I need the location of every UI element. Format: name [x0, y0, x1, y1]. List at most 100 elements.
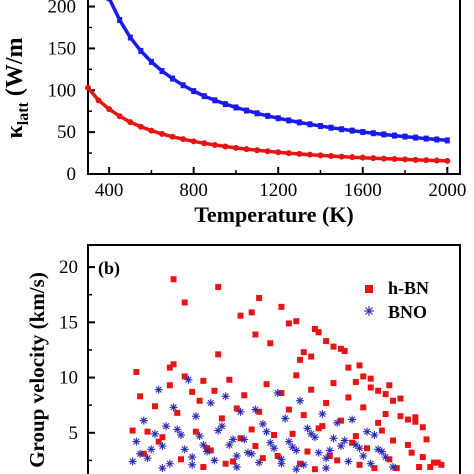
panel-b-point-h-bn: [375, 387, 382, 394]
panel-b-point-h-bn: [311, 466, 318, 473]
panel-a: 400 800 1200 1600 2000 0 50 100 150 200 Temperat…: [2, 0, 466, 227]
panel-a-series-red-marker: [95, 97, 102, 104]
panel-b-point-bno: [206, 398, 215, 407]
panel-b-point-bno: [266, 438, 275, 447]
panel-b-point-h-bn: [215, 283, 222, 290]
panel-a-series-red-marker: [285, 150, 292, 157]
panel-a-y-axis-label: κlatt (W/m: [2, 37, 32, 138]
panel-b-point-h-bn: [308, 353, 315, 360]
panel-b-point-bno: [180, 445, 189, 454]
legend-label-bno: BNO: [388, 302, 427, 322]
panel-a-series-red-marker: [275, 149, 282, 156]
panel-b-point-h-bn: [237, 435, 244, 442]
panel-b-point-bno: [303, 424, 312, 433]
panel-a-series-red-marker: [328, 153, 335, 159]
panel-b-point-h-bn: [412, 414, 419, 421]
panel-b-y-tick-label: 15: [59, 312, 78, 333]
panel-b-point-bno: [359, 451, 368, 460]
panel-b-point-bno: [177, 430, 185, 439]
panel-b-point-bno: [191, 412, 200, 421]
legend-label-h-bn: h-BN: [388, 278, 429, 298]
panel-b-point-h-bn: [278, 303, 285, 310]
panel-a-series-blue-marker: [191, 88, 197, 95]
panel-a-series-red-marker: [264, 148, 271, 155]
panel-b-point-h-bn: [404, 441, 411, 448]
panel-b-point-h-bn: [393, 465, 400, 472]
panel-b-point-h-bn: [356, 362, 363, 369]
panel-a-series-blue-marker: [370, 130, 376, 137]
panel-b-point-h-bn: [352, 378, 359, 385]
panel-b-point-bno: [139, 416, 148, 425]
panel-b-point-h-bn: [271, 431, 277, 438]
panel-b-point-bno: [158, 464, 167, 473]
panel-b-point-bno: [217, 422, 226, 431]
panel-b-point-bno: [136, 449, 145, 458]
panel-a-x-tick-label: 800: [179, 180, 208, 201]
panel-b-point-bno: [232, 463, 241, 472]
panel-b-point-h-bn: [241, 392, 248, 399]
panel-b-point-bno: [281, 414, 290, 423]
panel-b-point-bno: [147, 445, 156, 454]
panel-a-series-red-marker: [148, 127, 155, 134]
panel-b-point-h-bn: [430, 459, 437, 466]
panel-b-point-h-bn: [297, 460, 304, 467]
panel-b-point-h-bn: [337, 345, 344, 352]
panel-a-series-red-marker: [106, 106, 113, 113]
panel-a-series-red-marker: [137, 123, 144, 130]
panel-b-point-bno: [143, 454, 152, 463]
panel-b-point-bno: [154, 385, 163, 394]
panel-a-series-blue-marker: [391, 132, 397, 139]
panel-b-point-bno: [169, 403, 178, 412]
panel-b-point-bno: [270, 444, 278, 453]
panel-a-y-tick-label: 150: [48, 38, 77, 59]
panel-a-series-blue-marker: [244, 107, 250, 114]
panel-b-point-h-bn: [155, 438, 162, 445]
panel-b-point-bno: [221, 392, 230, 401]
panel-b-point-bno: [258, 419, 267, 428]
panel-b-point-h-bn: [375, 419, 382, 426]
panel-b-point-h-bn: [397, 413, 404, 420]
panel-b-point-bno: [340, 436, 349, 445]
panel-b-point-h-bn: [390, 437, 397, 444]
panel-b-point-bno: [336, 442, 345, 451]
panel-b-point-h-bn: [237, 312, 244, 319]
panel-b-point-h-bn: [144, 428, 151, 435]
panel-b-point-h-bn: [386, 382, 393, 389]
panel-b-point-h-bn: [137, 393, 144, 400]
panel-b-point-h-bn: [289, 430, 296, 437]
panel-a-y-ticks: 0 50 100 150 200: [48, 0, 95, 185]
panel-b-point-h-bn: [170, 276, 177, 283]
panel-a-x-tick-label: 1600: [344, 180, 382, 201]
panel-b-point-h-bn: [293, 318, 300, 325]
panel-a-series-blue-marker: [117, 16, 123, 23]
svg-text:κlatt (W/m: κlatt (W/m: [2, 37, 32, 138]
panel-a-series-red-marker: [423, 157, 430, 164]
panel-b-point-h-bn: [293, 372, 300, 379]
panel-b-point-h-bn: [304, 448, 311, 455]
panel-a-series-red-marker: [180, 136, 187, 143]
panel-a-series-red-marker: [190, 138, 197, 145]
panel-b-point-h-bn: [360, 404, 367, 411]
panel-a-series-red-marker: [402, 156, 409, 163]
panel-b-point-bno: [225, 440, 234, 449]
panel-b-point-bno: [318, 409, 327, 418]
panel-b-point-h-bn: [360, 373, 367, 380]
panel-b-point-h-bn: [166, 364, 173, 371]
panel-b-point-h-bn: [211, 387, 218, 394]
panel-b-legend: h-BN BNO: [364, 278, 429, 322]
panel-b-point-bno: [292, 465, 301, 474]
panel-a-series-blue-marker: [307, 121, 313, 128]
panel-b-point-h-bn: [427, 464, 434, 471]
panel-a-series-blue-marker: [212, 97, 218, 104]
panel-b-point-bno: [247, 449, 256, 458]
panel-b-point-h-bn: [151, 403, 158, 410]
panel-a-series-blue-marker: [296, 119, 302, 126]
panel-a-series-red-marker: [444, 157, 451, 164]
panel-b-point-bno: [262, 427, 271, 436]
panel-b-point-bno: [165, 459, 174, 468]
panel-b-point-h-bn: [345, 394, 352, 401]
panel-a-plot-frame: [87, 0, 461, 175]
panel-a-series-blue-marker: [381, 131, 387, 138]
panel-a-y-tick-label: 0: [67, 164, 77, 185]
panel-b-point-h-bn: [230, 458, 237, 465]
